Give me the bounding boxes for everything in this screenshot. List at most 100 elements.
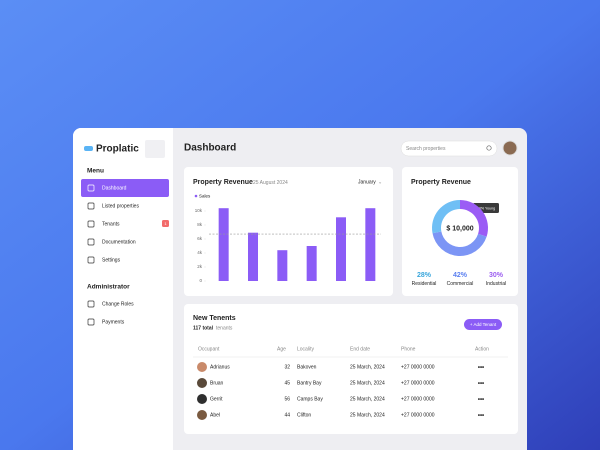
menu-item[interactable]: Documentation — [102, 240, 136, 246]
card-title: Property Revenue — [193, 179, 253, 186]
table-cell: +27 0000 0000 — [401, 381, 435, 387]
table-cell: +27 0000 0000 — [401, 365, 435, 371]
table-cell: 56 — [284, 397, 290, 403]
donut-value: 42% — [453, 272, 468, 279]
table-cell: 45 — [284, 381, 290, 387]
donut-category: Commercial — [447, 281, 474, 287]
tenant-avatar — [197, 394, 207, 404]
bar — [277, 250, 288, 281]
menu-title: Menu — [87, 168, 104, 175]
menu-icon — [87, 220, 95, 228]
legend-label: Sales — [199, 194, 211, 199]
column-header: Phone — [401, 346, 416, 352]
tenant-avatar — [197, 410, 207, 420]
donut-category: Industrial — [486, 281, 506, 287]
row-action[interactable]: ••• — [478, 413, 484, 419]
y-tick-label: 10k — [195, 208, 203, 213]
table-cell: Abel — [210, 413, 220, 419]
search-box[interactable] — [400, 140, 498, 157]
row-action[interactable]: ••• — [478, 397, 484, 403]
card — [184, 304, 518, 434]
add-tenant-button[interactable] — [464, 319, 502, 330]
tooltip-text: 28% Young — [477, 206, 495, 210]
table-cell: 25 March, 2024 — [350, 365, 385, 371]
dropdown-caret: ⌄ — [378, 179, 382, 185]
table-cell: 44 — [284, 413, 290, 419]
tenant-avatar — [197, 378, 207, 388]
bar — [248, 232, 258, 281]
donut-segment — [432, 200, 460, 234]
avatar[interactable] — [502, 140, 518, 156]
donut-value: 28% — [417, 272, 432, 279]
y-tick-label: 2k — [197, 264, 203, 269]
donut-center-label: $ 10,000 — [446, 225, 473, 232]
menu-icon — [87, 256, 95, 264]
search-icon — [486, 145, 492, 151]
bar — [336, 217, 346, 281]
y-tick-label: 0 — [199, 278, 202, 283]
logo-icon — [84, 146, 93, 151]
table-cell: 25 March, 2024 — [350, 381, 385, 387]
sidebar — [73, 128, 173, 450]
card — [402, 167, 518, 296]
table-cell: 25 March, 2024 — [350, 413, 385, 419]
table-cell: Clifton — [297, 413, 311, 419]
bar — [365, 208, 376, 281]
month-filter[interactable]: January — [358, 179, 376, 185]
table-cell: 25 March, 2024 — [350, 397, 385, 403]
column-header: Locality — [297, 346, 314, 352]
menu-icon — [87, 184, 95, 192]
row-action[interactable]: ••• — [478, 381, 484, 387]
card-title: Property Revenue — [411, 179, 471, 186]
menu-icon — [87, 202, 95, 210]
menu-icon — [87, 318, 95, 326]
table-cell: Bakoven — [297, 365, 317, 371]
menu-icon — [87, 300, 95, 308]
donut-value: 30% — [489, 272, 504, 279]
menu-icon — [87, 238, 95, 246]
column-header: Occupant — [198, 346, 220, 352]
legend-swatch — [194, 194, 198, 198]
card — [184, 167, 393, 296]
bar — [306, 246, 317, 281]
logo: Proplatic — [96, 144, 139, 155]
y-tick-label: 4k — [197, 250, 203, 255]
table-cell: Adrianus — [210, 365, 230, 371]
menu-item[interactable]: Payments — [102, 320, 125, 326]
column-header: End date — [350, 346, 370, 352]
table-cell: Bantry Bay — [297, 381, 322, 387]
tenant-avatar — [197, 362, 207, 372]
search-placeholder: Search properties — [406, 146, 446, 152]
donut-category: Residential — [412, 281, 437, 287]
bar — [218, 208, 229, 281]
table-cell: +27 0000 0000 — [401, 397, 435, 403]
admin-title: Administrator — [87, 284, 130, 291]
table-cell: 32 — [284, 365, 290, 371]
badge — [162, 220, 169, 227]
table-cell: +27 0000 0000 — [401, 413, 435, 419]
row-action[interactable]: ••• — [478, 365, 484, 371]
tenant-total-suffix: tenants — [216, 325, 233, 331]
column-header: Age — [277, 346, 286, 352]
page-title: Dashboard — [184, 143, 236, 154]
card-title: New Tenents — [193, 315, 236, 322]
table-cell: Gerrit — [210, 397, 223, 403]
table-cell: Bruan — [210, 381, 224, 387]
donut-segment — [432, 231, 487, 257]
badge-count: 1 — [164, 221, 167, 226]
menu-item[interactable]: Change Roles — [102, 302, 134, 308]
menu-item[interactable]: Dashboard — [102, 186, 127, 192]
y-tick-label: 8k — [197, 222, 203, 227]
menu-item[interactable]: Tenants — [102, 222, 120, 228]
menu-item[interactable]: Settings — [102, 258, 121, 264]
column-header: Action — [475, 346, 489, 352]
add-tenant-label: + Add Tenant — [470, 322, 497, 327]
card-subtitle: 25 August 2024 — [253, 180, 288, 186]
menu-item[interactable]: Listed properties — [102, 204, 139, 210]
active-item-bg[interactable] — [81, 179, 169, 197]
table-cell: Camps Bay — [297, 397, 323, 403]
collapse-button[interactable] — [145, 140, 165, 158]
tenant-total: 117 total — [193, 325, 214, 331]
